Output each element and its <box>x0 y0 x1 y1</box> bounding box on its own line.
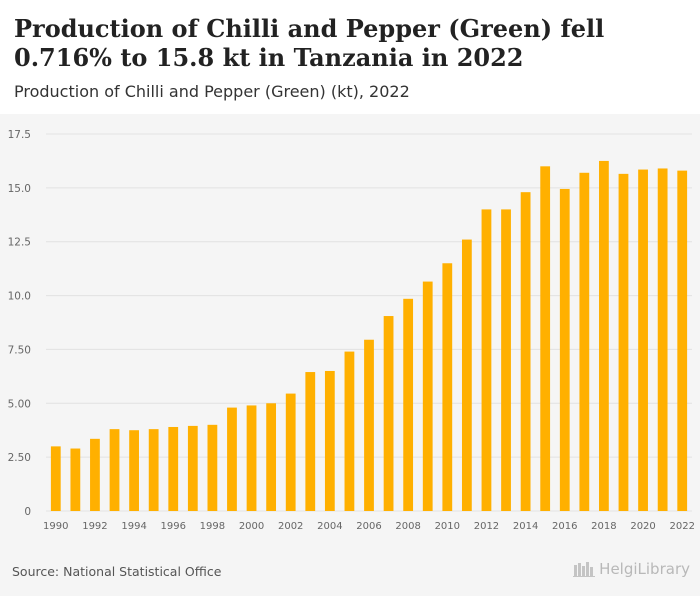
bar-2008 <box>403 298 414 511</box>
header: Production of Chilli and Pepper (Green) … <box>0 0 700 114</box>
bar-2003 <box>305 372 316 511</box>
bar-2006 <box>364 339 374 511</box>
x-tick-label: 1996 <box>161 521 186 532</box>
x-tick-label: 1994 <box>121 521 146 532</box>
bar-1999 <box>227 407 237 511</box>
x-tick-label: 2004 <box>317 521 342 532</box>
x-tick-label: 2022 <box>669 521 694 532</box>
helgilibrary-logo: HelgiLibrary <box>573 560 690 578</box>
bar-2009 <box>422 281 433 511</box>
x-tick-label: 2002 <box>278 521 303 532</box>
bar-2021 <box>657 168 668 511</box>
y-axis: 0 2.50 5.00 7.50 10.0 12.5 15.0 17.5 <box>8 129 31 518</box>
y-tick-label: 7.50 <box>8 344 31 356</box>
bar-2013 <box>501 209 511 511</box>
x-tick-label: 2006 <box>356 521 381 532</box>
bar-2014 <box>520 192 531 511</box>
y-tick-label: 15.0 <box>8 183 31 195</box>
y-tick-label: 0 <box>24 506 31 518</box>
bar-2019 <box>618 173 629 511</box>
bar-1991 <box>70 448 81 511</box>
bar-2002 <box>285 393 296 511</box>
bar-2022 <box>677 170 688 511</box>
chart-subtitle: Production of Chilli and Pepper (Green) … <box>14 82 410 101</box>
bar-1994 <box>129 430 139 511</box>
logo-text: HelgiLibrary <box>599 560 690 578</box>
x-tick-label: 1990 <box>43 521 68 532</box>
x-tick-label: 2012 <box>474 521 499 532</box>
bar-2011 <box>461 239 472 511</box>
bar-2017 <box>579 172 590 511</box>
x-tick-label: 2014 <box>513 521 538 532</box>
x-tick-label: 1992 <box>82 521 107 532</box>
bar-2016 <box>559 188 570 511</box>
x-tick-label: 2018 <box>591 521 616 532</box>
x-tick-label: 1998 <box>200 521 225 532</box>
library-icon <box>573 562 596 577</box>
y-tick-label: 5.00 <box>8 398 31 410</box>
x-tick-label: 2008 <box>395 521 420 532</box>
bar-2020 <box>638 169 648 511</box>
bar-2001 <box>266 403 277 511</box>
bar-2004 <box>324 370 335 511</box>
page-title: Production of Chilli and Pepper (Green) … <box>14 14 605 72</box>
bar-1995 <box>148 429 159 511</box>
bar-1996 <box>168 426 179 511</box>
y-tick-label: 12.5 <box>8 237 31 249</box>
y-tick-label: 2.50 <box>8 452 31 464</box>
bar-1990 <box>50 446 61 511</box>
bar-2000 <box>246 405 257 511</box>
bar-1993 <box>109 429 120 511</box>
x-tick-label: 2016 <box>552 521 577 532</box>
x-tick-label: 2020 <box>630 521 655 532</box>
x-tick-label: 2000 <box>239 521 264 532</box>
bars <box>50 160 688 512</box>
bar-2015 <box>540 166 551 512</box>
bar-1992 <box>90 438 100 511</box>
bar-2012 <box>481 209 492 511</box>
bar-2005 <box>344 351 355 511</box>
bar-2007 <box>383 316 394 511</box>
x-tick-label: 2010 <box>435 521 460 532</box>
bar-1998 <box>207 424 218 511</box>
bar-2010 <box>442 263 453 511</box>
y-tick-label: 10.0 <box>8 291 31 303</box>
x-axis: 1990 1992 1994 1996 1998 2000 2002 2004 2006 2008… <box>43 521 695 532</box>
source-note: Source: National Statistical Office <box>12 564 222 579</box>
y-tick-label: 17.5 <box>8 129 31 141</box>
bar-1997 <box>187 425 198 511</box>
bar-2018 <box>599 160 609 511</box>
